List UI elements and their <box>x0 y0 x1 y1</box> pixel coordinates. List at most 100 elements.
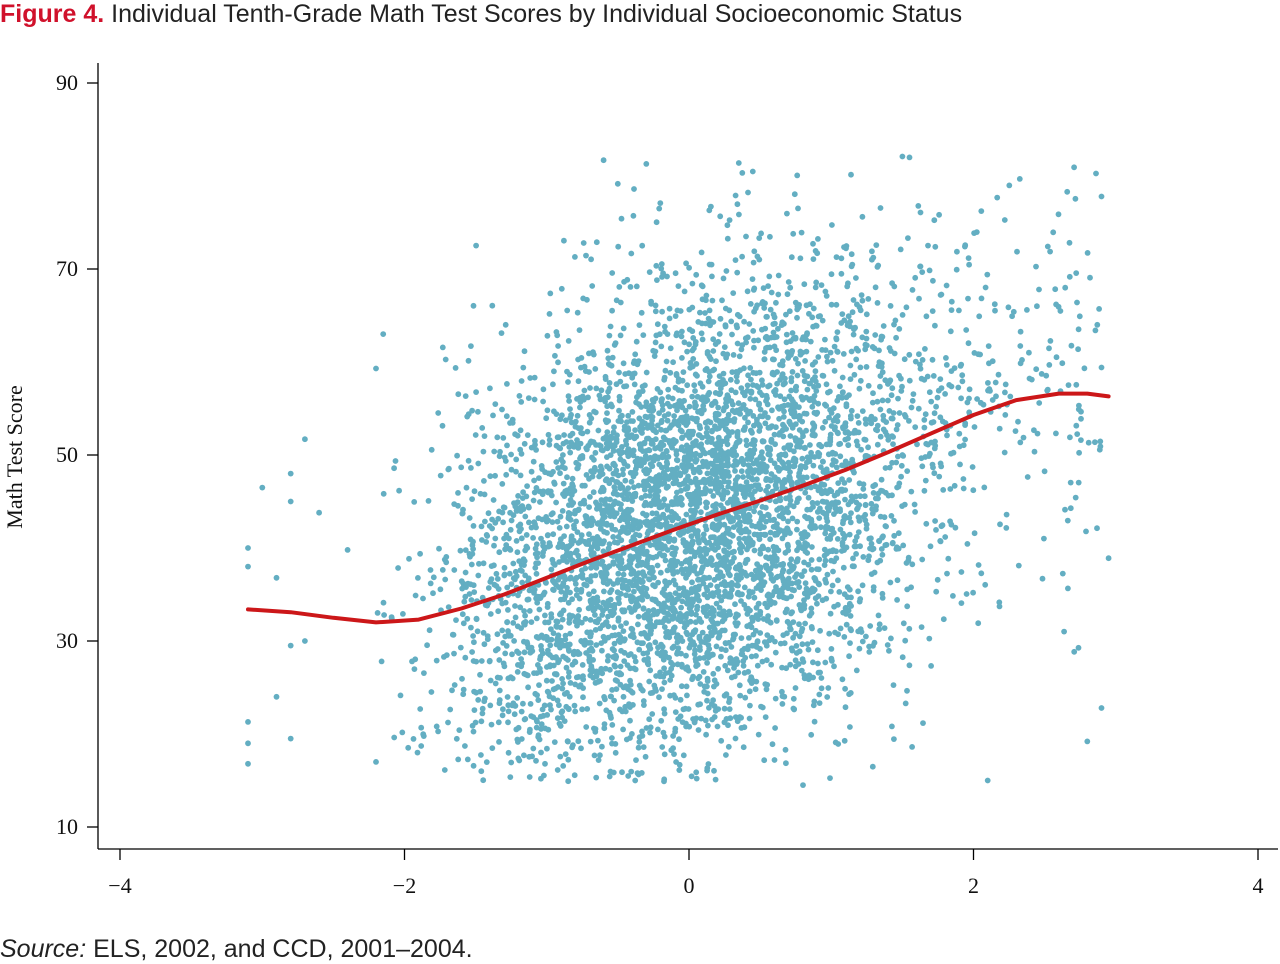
scatter-point <box>802 590 808 597</box>
scatter-point <box>464 615 471 622</box>
scatter-point <box>868 535 874 542</box>
scatter-point <box>590 439 597 445</box>
scatter-point <box>605 418 612 424</box>
scatter-point <box>801 281 808 288</box>
scatter-point <box>628 566 635 573</box>
scatter-point <box>623 736 630 743</box>
scatter-point <box>962 436 968 443</box>
scatter-point <box>690 356 697 362</box>
scatter-point <box>779 701 786 707</box>
scatter-point <box>588 256 594 263</box>
scatter-point <box>468 624 474 631</box>
scatter-point <box>852 427 858 434</box>
scatter-point <box>828 557 835 564</box>
scatter-point <box>621 278 627 285</box>
scatter-point <box>647 492 653 499</box>
scatter-point <box>744 546 750 553</box>
scatter-point <box>528 619 535 625</box>
scatter-point <box>890 682 897 688</box>
scatter-point <box>912 424 919 430</box>
scatter-point <box>1003 525 1010 531</box>
scatter-point <box>556 657 562 663</box>
scatter-point <box>607 513 614 519</box>
scatter-point <box>971 530 978 537</box>
scatter-point <box>598 387 605 394</box>
scatter-point <box>841 547 847 553</box>
scatter-point <box>470 523 477 529</box>
scatter-point <box>758 587 764 593</box>
scatter-point <box>712 776 719 783</box>
scatter-point <box>526 519 532 526</box>
scatter-point <box>764 632 771 638</box>
scatter-point <box>507 509 513 516</box>
scatter-point <box>654 422 661 429</box>
scatter-point <box>812 368 819 375</box>
scatter-point <box>703 429 710 436</box>
scatter-point <box>628 250 635 257</box>
scatter-point <box>761 305 768 311</box>
scatter-point <box>628 598 635 605</box>
scatter-point <box>610 460 617 467</box>
scatter-point <box>645 553 651 560</box>
scatter-point <box>515 592 521 599</box>
scatter-point <box>475 697 482 703</box>
scatter-point <box>840 351 847 357</box>
scatter-point <box>673 332 680 339</box>
scatter-point <box>782 452 789 459</box>
scatter-point <box>706 539 712 546</box>
scatter-point <box>494 576 501 582</box>
scatter-point <box>716 604 723 611</box>
scatter-point <box>904 687 910 694</box>
scatter-point <box>932 322 938 329</box>
scatter-point <box>846 531 853 538</box>
scatter-point <box>834 413 841 419</box>
scatter-point <box>650 520 656 527</box>
scatter-point <box>573 547 580 554</box>
scatter-point <box>704 690 711 697</box>
scatter-point <box>586 531 592 538</box>
scatter-point <box>814 409 821 416</box>
scatter-point <box>779 688 785 695</box>
scatter-point <box>781 408 787 415</box>
scatter-point <box>754 662 761 669</box>
scatter-point <box>565 674 572 680</box>
scatter-point <box>702 523 709 529</box>
scatter-point <box>504 619 510 626</box>
scatter-point <box>500 504 507 511</box>
scatter-point <box>943 282 950 289</box>
scatter-point <box>515 493 521 499</box>
scatter-point <box>721 478 728 485</box>
scatter-point <box>659 406 666 413</box>
scatter-point <box>787 421 794 428</box>
scatter-point <box>597 752 603 759</box>
scatter-point <box>799 430 806 436</box>
scatter-point <box>620 571 627 578</box>
scatter-point <box>663 535 670 542</box>
scatter-point <box>767 233 773 240</box>
scatter-point <box>516 393 523 399</box>
scatter-point <box>678 613 684 619</box>
scatter-point <box>642 492 649 499</box>
scatter-point <box>596 700 603 707</box>
scatter-point <box>834 348 841 355</box>
scatter-point <box>799 418 806 425</box>
scatter-point <box>1001 217 1008 223</box>
scatter-point <box>612 677 619 683</box>
scatter-point <box>548 614 555 621</box>
scatter-point <box>670 745 676 752</box>
scatter-point <box>693 611 699 618</box>
scatter-point <box>693 402 699 409</box>
scatter-point <box>708 629 714 636</box>
scatter-point <box>802 620 808 627</box>
scatter-point <box>902 700 909 707</box>
scatter-point <box>587 738 594 745</box>
scatter-point <box>514 695 521 701</box>
scatter-point <box>471 589 478 595</box>
scatter-point <box>671 552 677 559</box>
scatter-point <box>541 702 548 709</box>
scatter-point <box>472 432 479 438</box>
scatter-point <box>745 372 751 379</box>
scatter-point <box>724 235 731 242</box>
scatter-point <box>784 630 790 637</box>
scatter-point <box>513 456 520 463</box>
